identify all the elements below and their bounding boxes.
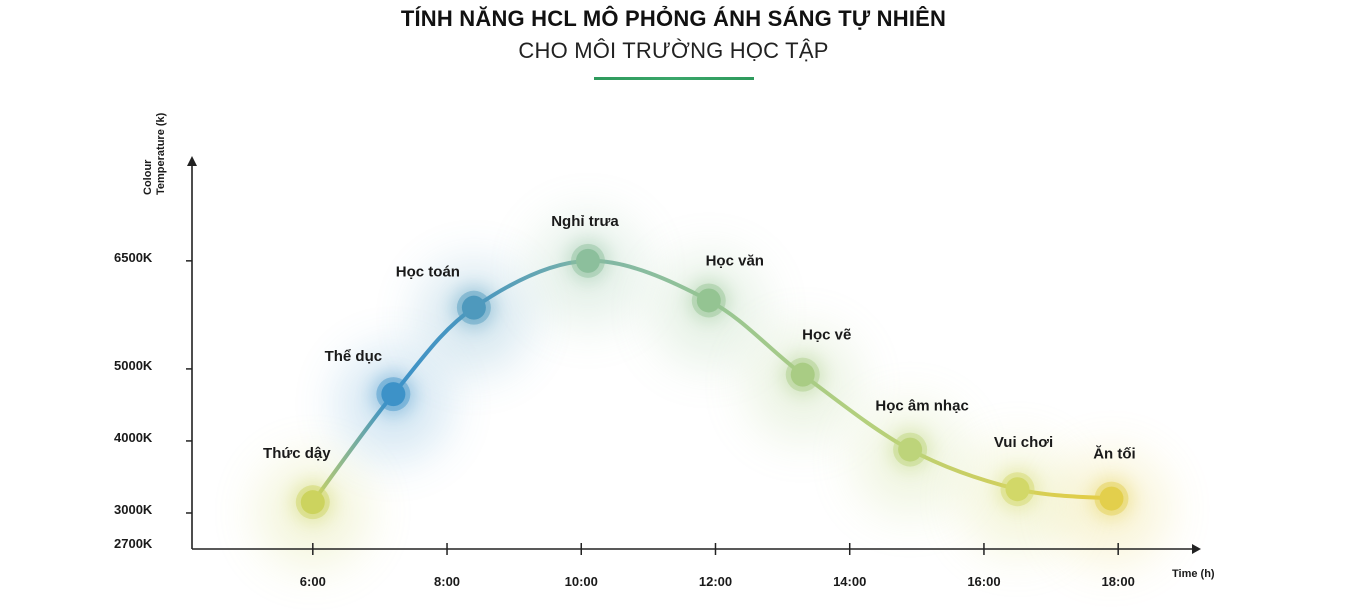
point-1 xyxy=(381,382,406,407)
x-tick-label-2: 10:00 xyxy=(565,574,598,589)
point-label-7: Vui chơi xyxy=(994,434,1053,451)
point-label-8: Ăn tối xyxy=(1093,446,1136,463)
y-tick-label-0: 2700K xyxy=(114,536,153,551)
chart-subtitle: CHO MÔI TRƯỜNG HỌC TẬP xyxy=(518,38,829,63)
x-axis-arrow xyxy=(1192,544,1201,554)
y-tick-label-2: 4000K xyxy=(114,430,153,445)
y-axis-title-line1: Colour xyxy=(142,159,154,195)
x-tick-label-5: 16:00 xyxy=(967,574,1000,589)
x-tick-label-0: 6:00 xyxy=(300,574,326,589)
point-5 xyxy=(790,362,815,387)
point-8 xyxy=(1099,486,1124,511)
x-tick-label-1: 8:00 xyxy=(434,574,460,589)
x-tick-label-6: 18:00 xyxy=(1102,574,1135,589)
point-label-6: Học âm nhạc xyxy=(875,398,968,415)
point-label-1: Thể dục xyxy=(325,348,383,365)
y-tick-label-3: 5000K xyxy=(114,358,153,373)
y-tick-label-4: 6500K xyxy=(114,250,153,265)
point-0 xyxy=(300,490,325,515)
point-label-5: Học vẽ xyxy=(802,327,851,344)
y-axis-title: Colour Temperature (k) xyxy=(142,112,167,195)
point-label-2: Học toán xyxy=(396,264,460,281)
y-axis-title-line2: Temperature (k) xyxy=(155,112,167,195)
labels-layer: Thức dậy Thể dục Học toán Nghỉ trưa Học văn H… xyxy=(263,213,1136,463)
point-4 xyxy=(696,288,721,313)
point-3 xyxy=(575,248,600,273)
axes: 6:00 8:00 10:00 12:00 14:00 16:00 18:00 2700K 30… xyxy=(114,112,1215,589)
x-tick-label-3: 12:00 xyxy=(699,574,732,589)
point-2 xyxy=(461,295,486,320)
point-7 xyxy=(1005,477,1030,502)
point-label-0: Thức dậy xyxy=(263,445,331,462)
point-label-3: Nghỉ trưa xyxy=(551,213,619,230)
y-tick-label-1: 3000K xyxy=(114,502,153,517)
point-6 xyxy=(898,437,923,462)
point-label-4: Học văn xyxy=(706,252,764,269)
y-axis-arrow xyxy=(187,156,197,166)
chart-title: TÍNH NĂNG HCL MÔ PHỎNG ÁNH SÁNG TỰ NHIÊN xyxy=(400,6,947,31)
x-tick-label-4: 14:00 xyxy=(833,574,866,589)
title-divider xyxy=(594,77,754,80)
points-layer xyxy=(290,238,1134,525)
x-axis-title: Time (h) xyxy=(1172,568,1215,580)
